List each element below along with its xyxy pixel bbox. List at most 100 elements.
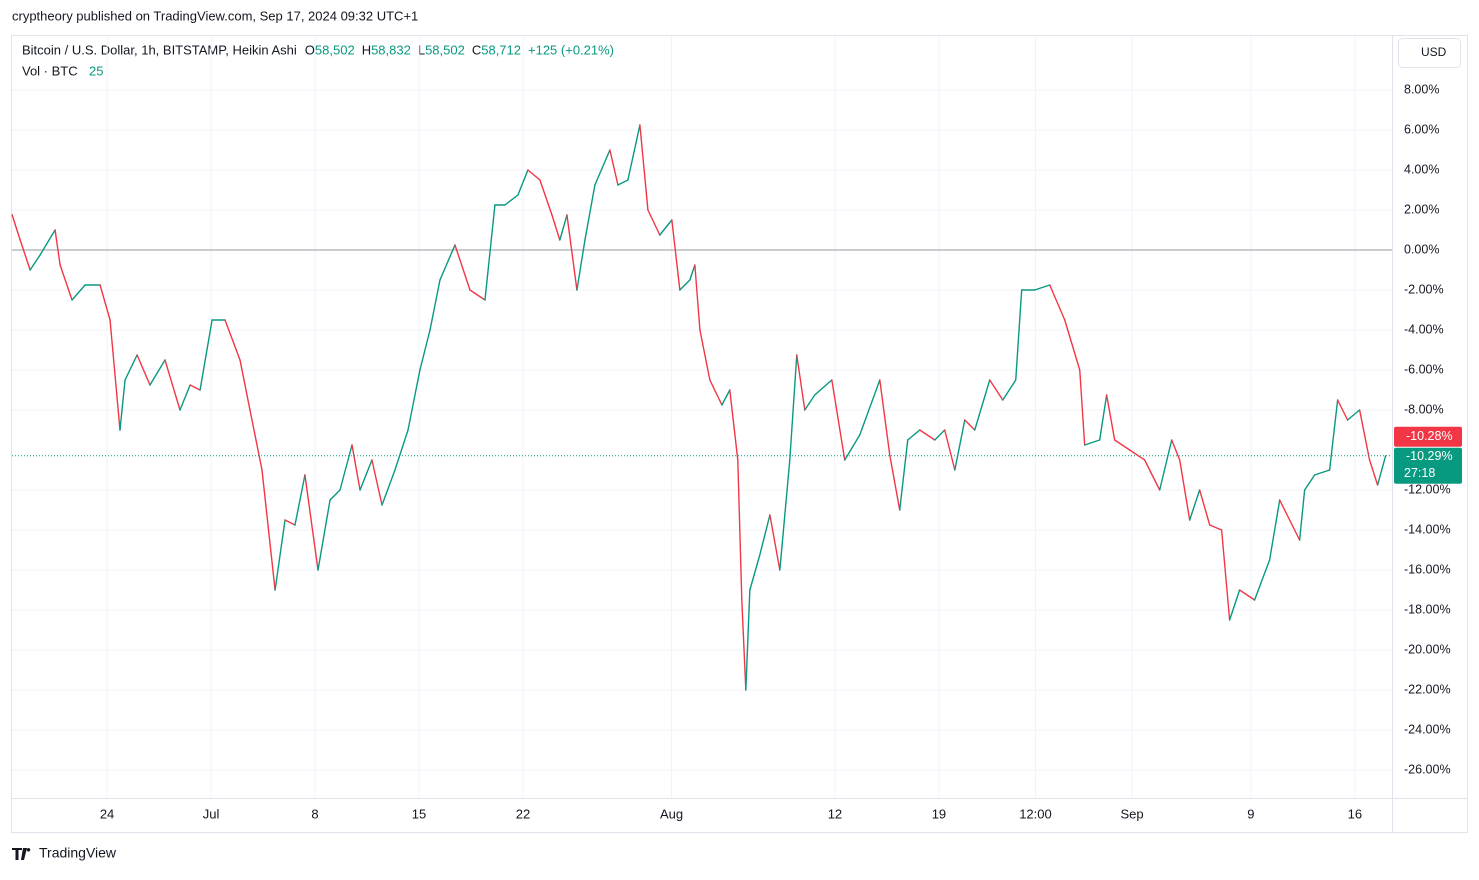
price-segment [199, 319, 213, 391]
price-segment [274, 519, 286, 591]
y-tick-label: -24.00% [1404, 722, 1451, 736]
price-segment [381, 469, 396, 506]
price-segment [294, 474, 306, 526]
price-segment [899, 439, 909, 511]
price-segment [29, 254, 41, 271]
price-segment [1128, 449, 1146, 461]
price-segment [329, 489, 341, 501]
price-segment [699, 329, 711, 381]
symbol: Bitcoin / U.S. Dollar, 1h, BITSTAMP, Hei… [22, 42, 297, 57]
y-tick-label: 8.00% [1404, 82, 1439, 96]
ohlc-value: 58,502 [425, 42, 465, 57]
price-segment [551, 214, 561, 241]
price-segment [1002, 379, 1017, 401]
y-tick-label: -12.00% [1404, 482, 1451, 496]
volume-value: 25 [89, 63, 103, 78]
price-segment [1298, 489, 1306, 541]
price-segment [954, 419, 966, 471]
volume-label: Vol · BTC [22, 63, 78, 78]
price-segment [224, 319, 241, 361]
price-segment [429, 279, 441, 331]
price-segment [1220, 529, 1231, 621]
price-segment [1253, 559, 1271, 601]
price-segment [1179, 459, 1191, 521]
price-segment [109, 319, 121, 431]
price-segment [1313, 469, 1331, 476]
price-segment [39, 229, 56, 256]
price-segment [749, 554, 761, 591]
price-segment [59, 264, 73, 301]
price-segment [779, 459, 791, 571]
y-tick-label: -20.00% [1404, 642, 1451, 656]
price-segment [339, 444, 353, 491]
price-segment [1268, 499, 1281, 561]
price-segment [539, 179, 553, 216]
price-segment [989, 379, 1004, 401]
price-segment [419, 329, 431, 371]
price-segment [584, 184, 596, 241]
price-segment [889, 454, 901, 511]
price-segment [1288, 519, 1301, 541]
ohlc-value: 58,832 [371, 42, 411, 57]
price-segment [671, 219, 681, 291]
price-segment [1049, 284, 1066, 321]
x-tick-label: Sep [1120, 806, 1143, 821]
price-segment [11, 214, 21, 241]
ohlc-key: C [472, 42, 481, 57]
price-segment [566, 214, 578, 291]
y-tick-label: -22.00% [1404, 682, 1451, 696]
ohlc-value: 58,502 [315, 42, 355, 57]
price-segment [804, 394, 816, 411]
price-segment [454, 244, 471, 291]
price-segment [261, 469, 276, 591]
x-tick-label: 19 [932, 806, 946, 821]
x-tick-label: Aug [660, 806, 683, 821]
currency[interactable]: USD [1421, 45, 1447, 59]
price-segment [559, 214, 568, 241]
ohlc-key: H [362, 42, 371, 57]
price-segment [351, 444, 361, 491]
price-segment [304, 474, 319, 571]
price-segment [1079, 369, 1086, 446]
price-segment [576, 239, 586, 291]
price-segment [124, 354, 138, 381]
price-segment [1113, 439, 1131, 451]
price-segment [1336, 399, 1349, 421]
price-segment [831, 379, 846, 461]
price-segment [317, 499, 331, 571]
countdown: 27:18 [1404, 466, 1435, 480]
y-tick-label: -6.00% [1404, 362, 1444, 376]
price-segment [371, 459, 383, 506]
price-segment [284, 519, 296, 526]
currency-button[interactable] [1398, 38, 1461, 68]
price-segment [859, 379, 881, 436]
price-segment [1228, 589, 1241, 621]
publisher: cryptheory published on TradingView.com,… [12, 8, 418, 23]
price-segment [1198, 489, 1211, 526]
price-segment [1105, 394, 1116, 441]
y-tick-label: 4.00% [1404, 162, 1439, 176]
y-tick-label: 2.00% [1404, 202, 1439, 216]
price-segment [627, 124, 641, 181]
x-tick-label: 16 [1348, 806, 1362, 821]
price-segment [517, 169, 529, 196]
price-segment [1209, 524, 1223, 531]
price-segment [789, 354, 798, 461]
price-segment [149, 359, 166, 386]
price-segment [1158, 439, 1173, 491]
price-segment [527, 169, 541, 181]
price-segment [814, 379, 833, 396]
price-segment [119, 379, 126, 431]
price-segment [639, 124, 649, 211]
price-segment [469, 289, 486, 301]
price-segment [359, 459, 373, 491]
price-segment [721, 389, 731, 406]
price-segment [1278, 499, 1291, 521]
price-segment [1015, 289, 1023, 381]
ohlc-key: O [305, 42, 315, 57]
price-segment [647, 209, 661, 236]
price-segment [99, 284, 111, 321]
price-segment [189, 384, 201, 391]
price-segment [944, 429, 956, 471]
